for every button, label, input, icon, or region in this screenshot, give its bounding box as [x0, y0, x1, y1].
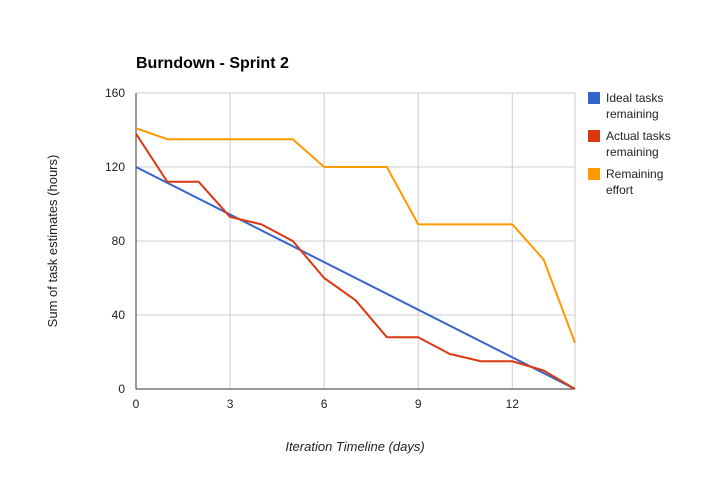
x-tick-label: 9	[415, 397, 422, 411]
y-axis-title: Sum of task estimates (hours)	[45, 155, 60, 328]
legend: Ideal tasks remaining Actual tasks remainin…	[588, 91, 671, 197]
legend-label: Actual tasks remaining	[606, 129, 671, 159]
series-line-actual-tasks-remaining	[135, 133, 576, 390]
y-tick-label: 40	[112, 308, 126, 322]
y-tick-label: 0	[118, 382, 125, 396]
x-tick-label: 0	[133, 397, 140, 411]
y-tick-label: 160	[105, 86, 125, 100]
legend-swatch	[588, 130, 600, 142]
legend-label: Ideal tasks remaining	[606, 91, 663, 121]
y-tick-label: 80	[112, 234, 126, 248]
legend-label: Remaining effort	[606, 167, 663, 197]
y-tick-label: 120	[105, 160, 125, 174]
series-line-ideal-tasks-remaining	[135, 166, 576, 390]
legend-swatch	[588, 168, 600, 180]
series-line-remaining-effort	[135, 127, 576, 344]
x-axis-title: Iteration Timeline (days)	[285, 439, 424, 454]
x-tick-label: 3	[227, 397, 234, 411]
legend-swatch	[588, 92, 600, 104]
x-tick-label: 6	[321, 397, 328, 411]
chart-title: Burndown - Sprint 2	[136, 55, 289, 72]
x-tick-label: 12	[506, 397, 520, 411]
